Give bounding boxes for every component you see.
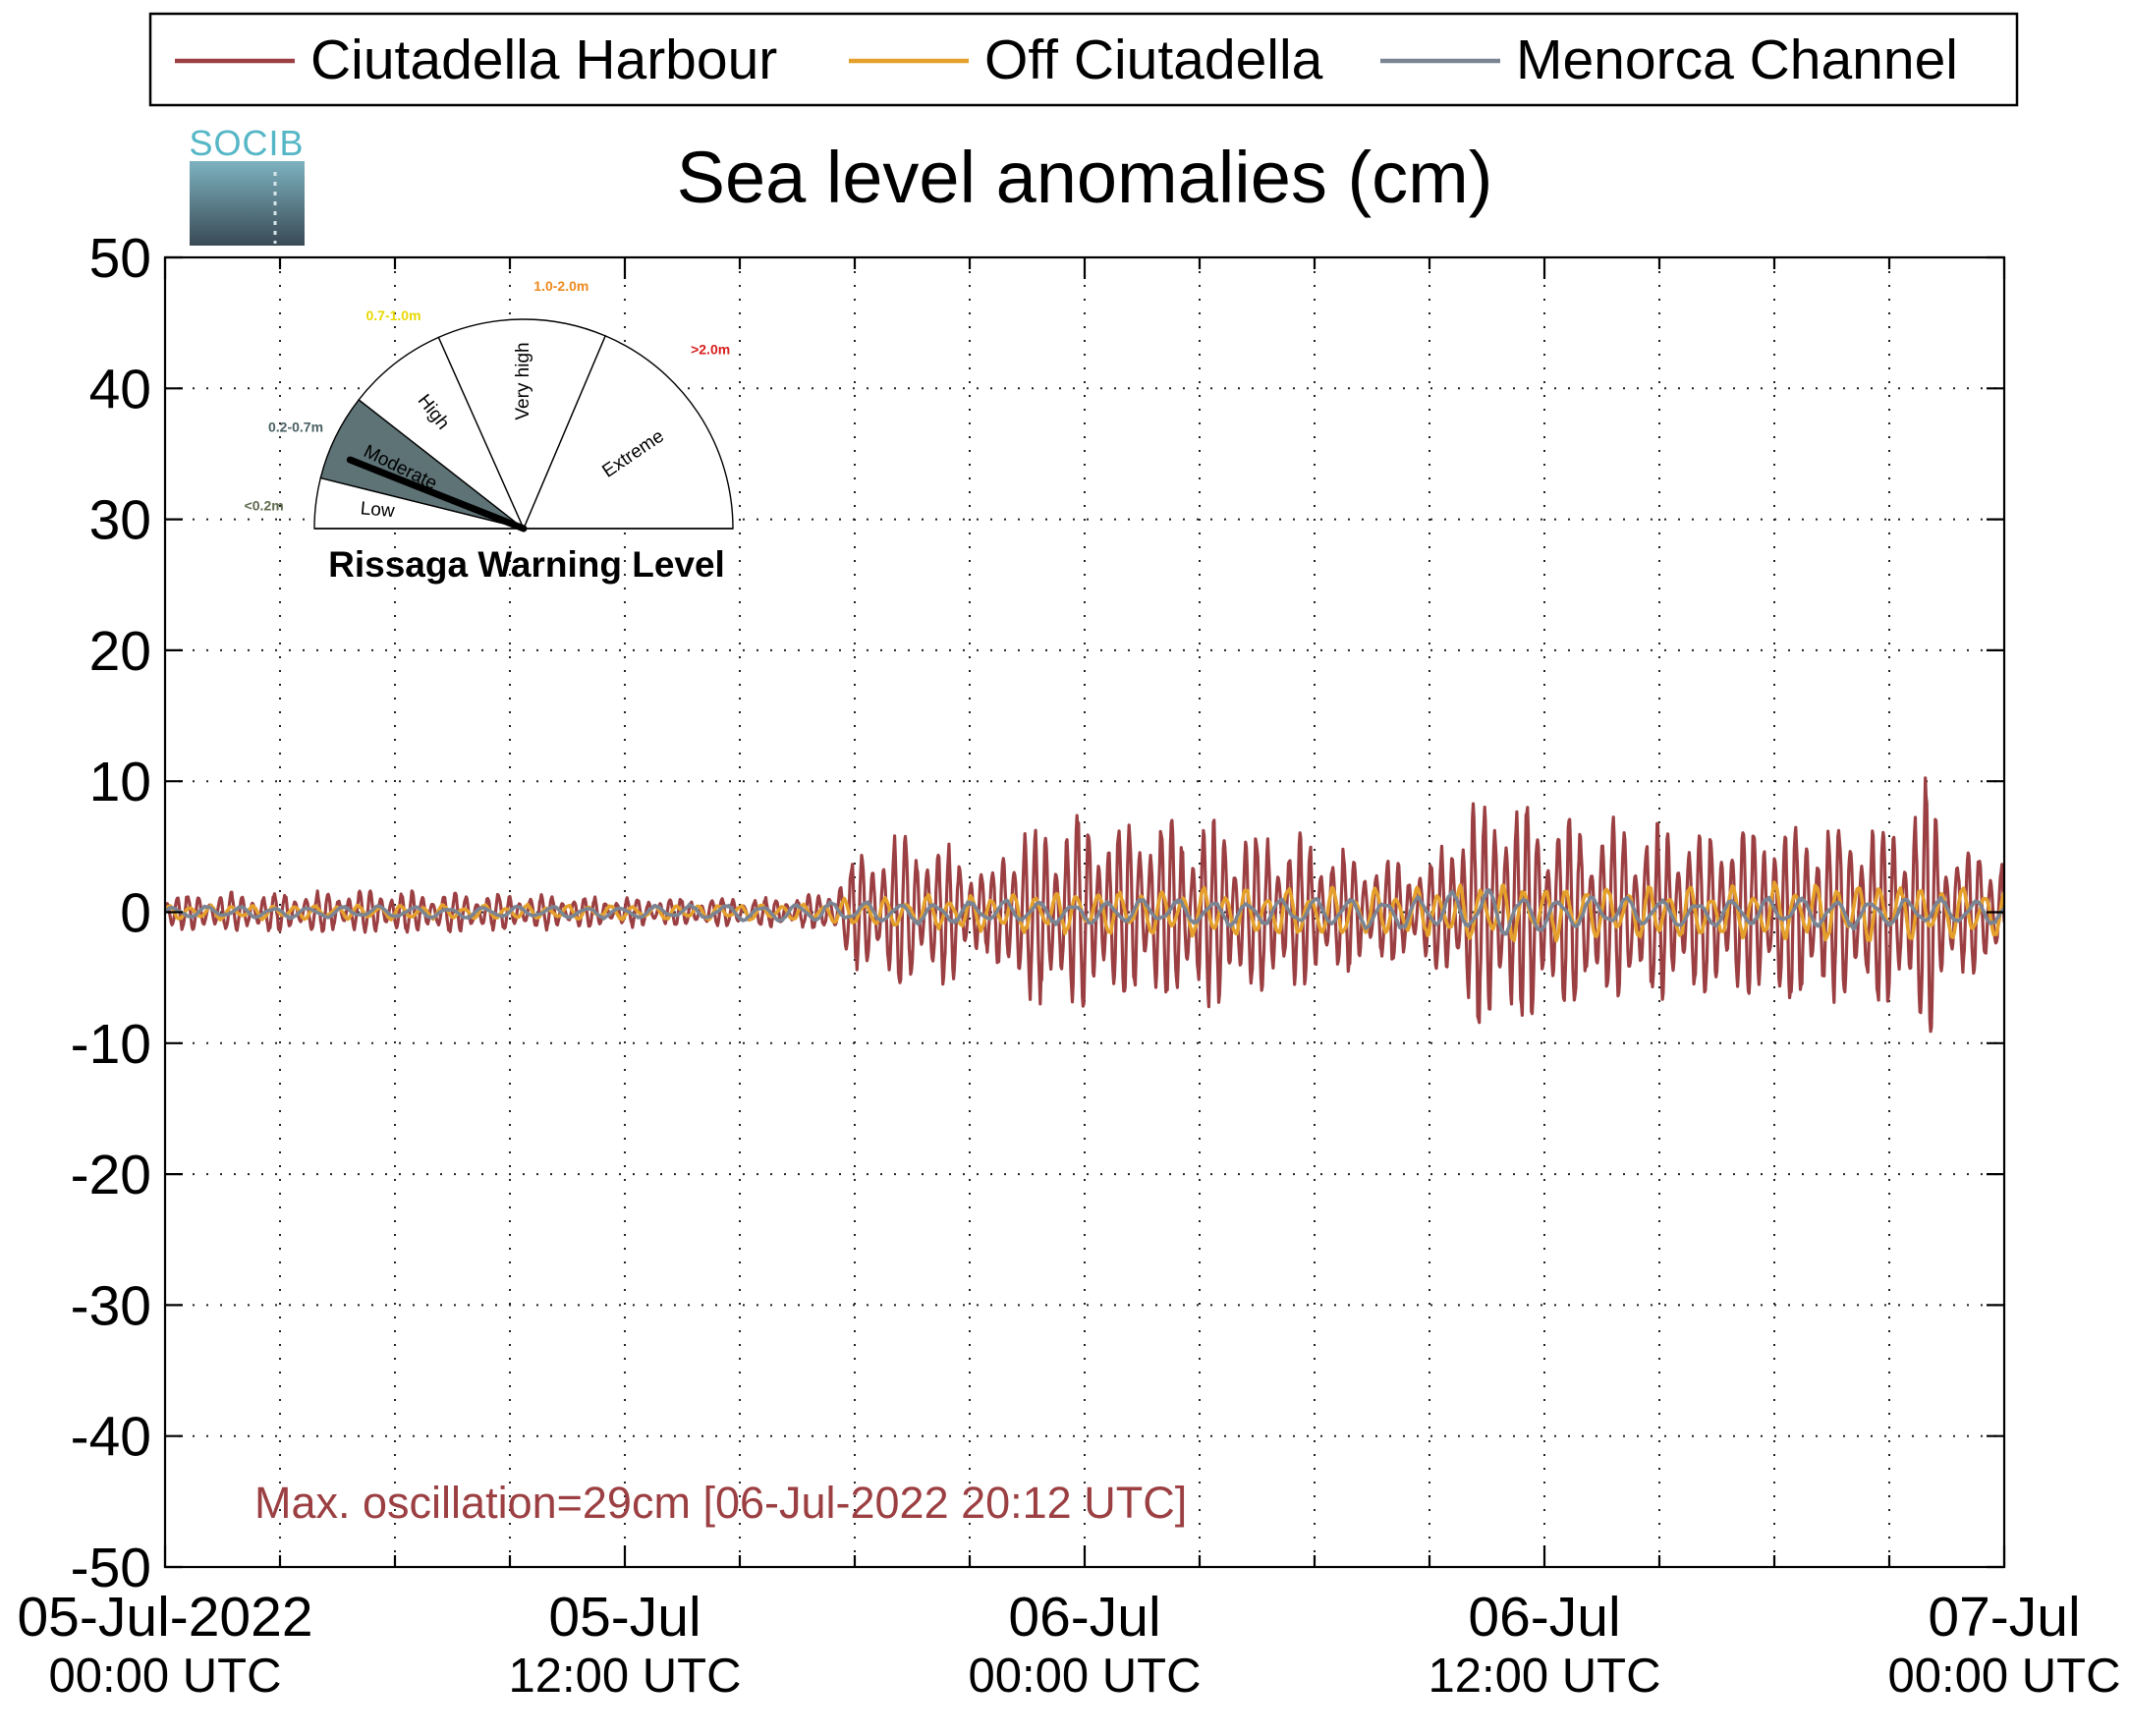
- socib-logo-text: SOCIB: [189, 123, 304, 163]
- x-tick-time-label: 12:00 UTC: [1429, 1650, 1661, 1703]
- y-tick-label: -50: [71, 1537, 151, 1599]
- y-tick-label: 0: [120, 882, 151, 945]
- legend-label-off-ciutadella: Off Ciutadella: [984, 28, 1323, 91]
- gauge-sector-label: Very high: [513, 342, 533, 420]
- gauge-range-label: <0.2m: [245, 498, 284, 514]
- chart-title: Sea level anomalies (cm): [677, 137, 1493, 218]
- series-layer: [165, 776, 2004, 1034]
- gauge-sector-label: Low: [360, 498, 396, 522]
- x-tick-time-label: 00:00 UTC: [49, 1650, 282, 1703]
- y-tick-label: 30: [89, 489, 151, 552]
- x-tick-date-label: 07-Jul: [1928, 1586, 2080, 1649]
- y-axis: 50 40 30 20 10 0 -10 -20 -30 -40 -50: [71, 227, 2004, 1599]
- gauge-sector-very-high: [437, 318, 607, 531]
- x-tick-date-label: 06-Jul: [1008, 1586, 1160, 1649]
- gauge-title: Rissaga Warning Level: [328, 544, 725, 585]
- series-menorca-channel: [165, 888, 2004, 936]
- gauge-range-label: >2.0m: [691, 342, 730, 358]
- gauge-sector-extreme: [522, 334, 734, 530]
- y-tick-label: -10: [71, 1013, 151, 1076]
- x-tick-time-label: 12:00 UTC: [509, 1650, 742, 1703]
- gauge-sector-high: [358, 336, 525, 530]
- y-tick-label: 10: [89, 751, 151, 813]
- y-tick-label: -30: [71, 1274, 151, 1337]
- legend-label-ciutadella-harbour: Ciutadella Harbour: [310, 28, 777, 91]
- series-ciutadella-harbour: [165, 776, 2004, 1034]
- max-oscillation-annotation: Max. oscillation=29cm [06-Jul-2022 20:12…: [254, 1478, 1187, 1528]
- gauge-range-label: 0.2-0.7m: [268, 420, 323, 435]
- x-tick-date-label: 05-Jul-2022: [17, 1586, 312, 1649]
- gauge-range-label: 1.0-2.0m: [533, 278, 588, 294]
- socib-logo: SOCIB: [189, 123, 305, 246]
- gauge-needle: [346, 456, 528, 532]
- y-tick-label: -40: [71, 1406, 151, 1469]
- x-tick-time-label: 00:00 UTC: [1888, 1650, 2121, 1703]
- x-tick-time-label: 00:00 UTC: [969, 1650, 1202, 1703]
- x-tick-date-label: 06-Jul: [1468, 1586, 1620, 1649]
- y-tick-label: 50: [89, 227, 151, 290]
- y-tick-label: 40: [89, 358, 151, 420]
- legend: Ciutadella Harbour Off Ciutadella Menorc…: [148, 12, 2019, 107]
- x-tick-date-label: 05-Jul: [548, 1586, 700, 1649]
- legend-label-menorca-channel: Menorca Channel: [1516, 28, 1958, 91]
- y-tick-label: -20: [71, 1144, 151, 1206]
- y-tick-label: 20: [89, 620, 151, 683]
- gauge-range-label: 0.7-1.0m: [365, 308, 420, 323]
